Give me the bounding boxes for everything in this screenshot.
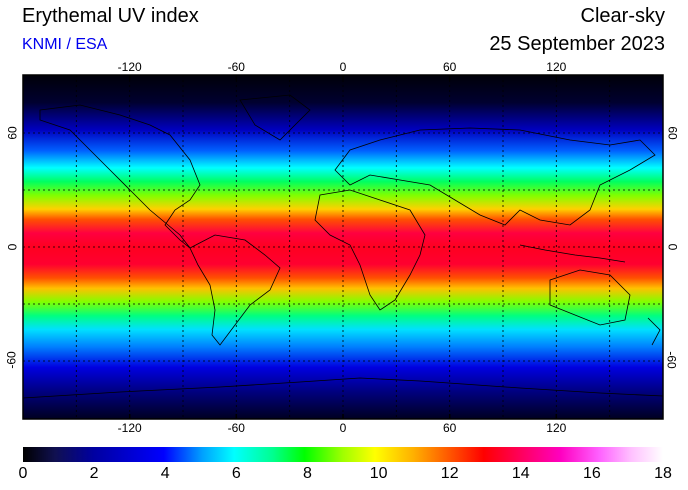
colorbar-label-6: 6 xyxy=(231,465,241,482)
graticule xyxy=(23,75,663,419)
lon-label-bottom-60e: 60 xyxy=(443,421,457,435)
coast-antarctica xyxy=(22,377,664,399)
coast-europe-asia xyxy=(334,127,656,226)
colorbar-label-12: 12 xyxy=(440,465,459,482)
lat-label-left-0: 0 xyxy=(5,243,20,251)
colorbar-label-0: 0 xyxy=(18,465,28,482)
lat-label-right-60s: -60 xyxy=(664,351,679,369)
colorbar-label-14: 14 xyxy=(511,465,530,482)
coast-south-america xyxy=(189,234,281,346)
colorbar-label-2: 2 xyxy=(89,465,99,482)
sky-condition: Clear-sky xyxy=(580,5,665,27)
colorbar-label-8: 8 xyxy=(302,465,312,482)
coast-africa xyxy=(314,189,426,311)
coast-australia xyxy=(549,269,631,326)
coast-new-zealand xyxy=(647,317,661,346)
uv-colorbar xyxy=(23,447,663,462)
lon-label-top-0: 0 xyxy=(339,60,347,74)
lon-label-bottom-0: 0 xyxy=(339,421,347,435)
colorbar-label-16: 16 xyxy=(582,465,601,482)
colorbar-label-10: 10 xyxy=(369,465,388,482)
lat-label-right-0: 0 xyxy=(665,243,680,251)
colorbar-label-18: 18 xyxy=(654,465,672,482)
coast-indonesia xyxy=(519,244,626,263)
lon-label-bottom-120e: 120 xyxy=(546,421,567,435)
lon-label-top-60w: -60 xyxy=(227,60,245,74)
uv-world-map xyxy=(22,74,664,420)
lat-label-right-60n: 60 xyxy=(665,126,680,140)
map-title: Erythemal UV index xyxy=(22,5,199,27)
lon-label-top-120w: -120 xyxy=(117,60,142,74)
credit-text: KNMI / ESA xyxy=(22,36,108,53)
frame-ticks xyxy=(128,75,558,419)
lon-label-bottom-60w: -60 xyxy=(227,421,245,435)
lat-label-left-60s: -60 xyxy=(4,351,19,369)
lon-label-bottom-120w: -120 xyxy=(117,421,142,435)
coastlines xyxy=(22,94,664,399)
coast-greenland xyxy=(239,94,311,141)
lat-label-left-60n: 60 xyxy=(5,126,20,140)
coast-north-america xyxy=(39,104,201,249)
lon-label-top-60e: 60 xyxy=(443,60,457,74)
colorbar-label-4: 4 xyxy=(160,465,170,482)
lon-label-top-120e: 120 xyxy=(546,60,567,74)
map-date: 25 September 2023 xyxy=(489,33,665,55)
